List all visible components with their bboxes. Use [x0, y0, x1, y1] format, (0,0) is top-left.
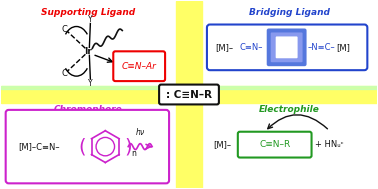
FancyBboxPatch shape: [113, 51, 165, 81]
Text: C: C: [62, 69, 67, 78]
Text: : C≡N–R: : C≡N–R: [166, 90, 212, 99]
Text: Electrophile: Electrophile: [259, 105, 320, 114]
Text: C≡N–Ar: C≡N–Ar: [122, 62, 156, 71]
FancyBboxPatch shape: [276, 36, 297, 58]
Text: C: C: [62, 25, 67, 34]
FancyBboxPatch shape: [238, 132, 311, 158]
Text: [M]–C≡N–: [M]–C≡N–: [19, 142, 60, 151]
Text: Chromophore: Chromophore: [54, 105, 123, 114]
FancyBboxPatch shape: [271, 33, 302, 62]
Text: C≡N–R: C≡N–R: [259, 140, 290, 149]
Text: Bridging Ligand: Bridging Ligand: [249, 8, 330, 17]
Text: –N≡C–: –N≡C–: [308, 43, 335, 52]
Text: [M]: [M]: [336, 43, 350, 52]
Text: (: (: [79, 137, 86, 156]
Text: hν: hν: [136, 128, 145, 137]
Text: [M]–: [M]–: [213, 140, 231, 149]
Text: [M]–: [M]–: [215, 43, 233, 52]
Bar: [1, 86, 377, 89]
Text: + HNᵤᶜ: + HNᵤᶜ: [314, 140, 343, 149]
Text: n: n: [131, 149, 136, 158]
Text: Y: Y: [88, 79, 93, 88]
Bar: [1, 86, 377, 103]
Text: ): ): [124, 137, 132, 156]
Text: Supporting Ligand: Supporting Ligand: [41, 8, 135, 17]
Text: C≡N–: C≡N–: [240, 43, 263, 52]
FancyBboxPatch shape: [6, 110, 169, 183]
FancyBboxPatch shape: [159, 84, 219, 105]
FancyBboxPatch shape: [207, 25, 367, 70]
Bar: [176, 1, 202, 188]
Text: Ir: Ir: [84, 47, 92, 56]
FancyBboxPatch shape: [267, 29, 307, 66]
Text: Y: Y: [88, 15, 93, 24]
